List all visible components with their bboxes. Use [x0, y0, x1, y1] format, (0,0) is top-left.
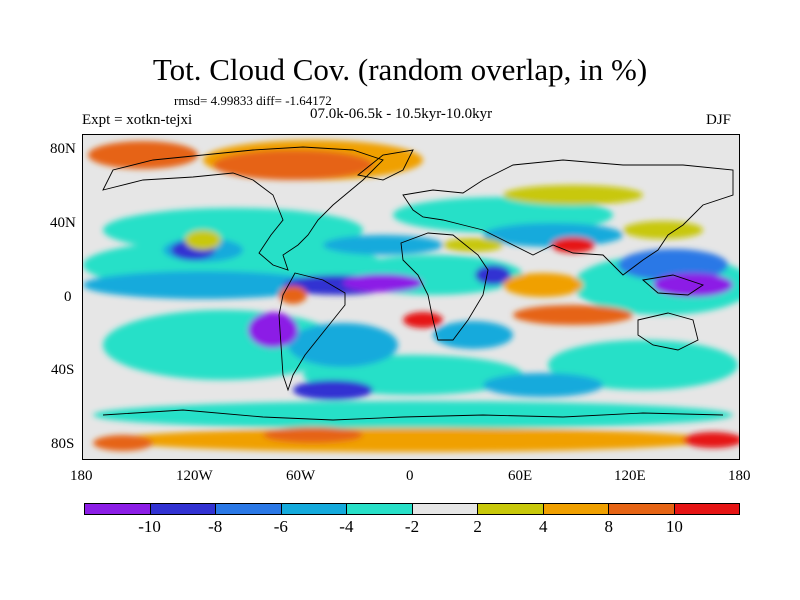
- lat-label: 40S: [51, 362, 75, 378]
- colorbar: [84, 503, 740, 515]
- map-panel: [82, 134, 740, 460]
- colorbar-segment: [478, 504, 544, 514]
- colorbar-label: -10: [138, 517, 161, 536]
- lon-label: 120E: [614, 468, 646, 484]
- colorbar-segment: [347, 504, 413, 514]
- colorbar-segment: [609, 504, 675, 514]
- colorbar-segment: [150, 504, 216, 514]
- colorbar-segment: [674, 504, 739, 514]
- lon-label: 60E: [508, 468, 533, 484]
- colorbar-segment: [216, 504, 282, 514]
- lat-label: 80S: [51, 436, 75, 452]
- stats-text: rmsd= 4.99833 diff= -1.64172: [174, 93, 332, 108]
- colorbar-segment: [281, 504, 347, 514]
- colorbar-label: 4: [538, 517, 548, 536]
- colorbar-label: -2: [404, 517, 420, 536]
- lon-label: 0: [406, 468, 414, 484]
- coastlines: [102, 146, 734, 421]
- lon-label: 180: [728, 468, 751, 484]
- cloud-cover-map: [83, 135, 739, 459]
- colorbar-segment: [543, 504, 609, 514]
- colorbar-label: -6: [273, 517, 288, 536]
- colorbar-segment: [85, 504, 151, 514]
- colorbar-segment: [412, 504, 478, 514]
- period-label: 07.0k-06.5k - 10.5kyr-10.0kyr: [310, 106, 493, 122]
- lon-label: 120W: [176, 468, 213, 484]
- season-label: DJF: [706, 112, 732, 128]
- lat-label: 80N: [50, 141, 76, 157]
- plot-title: Tot. Cloud Cov. (random overlap, in %): [152, 52, 648, 87]
- lat-label: 0: [64, 289, 72, 305]
- lon-label: 180: [70, 468, 93, 484]
- colorbar-label: 10: [665, 517, 683, 536]
- colorbar-label: 2: [473, 517, 482, 536]
- lon-label: 60W: [286, 468, 316, 484]
- experiment-label: Expt = xotkn-tejxi: [82, 112, 193, 128]
- colorbar-label: -8: [208, 517, 223, 536]
- lat-label: 40N: [50, 215, 76, 231]
- anomaly-field: [83, 140, 739, 452]
- colorbar-label: -4: [339, 517, 354, 536]
- colorbar-label: 8: [604, 517, 614, 536]
